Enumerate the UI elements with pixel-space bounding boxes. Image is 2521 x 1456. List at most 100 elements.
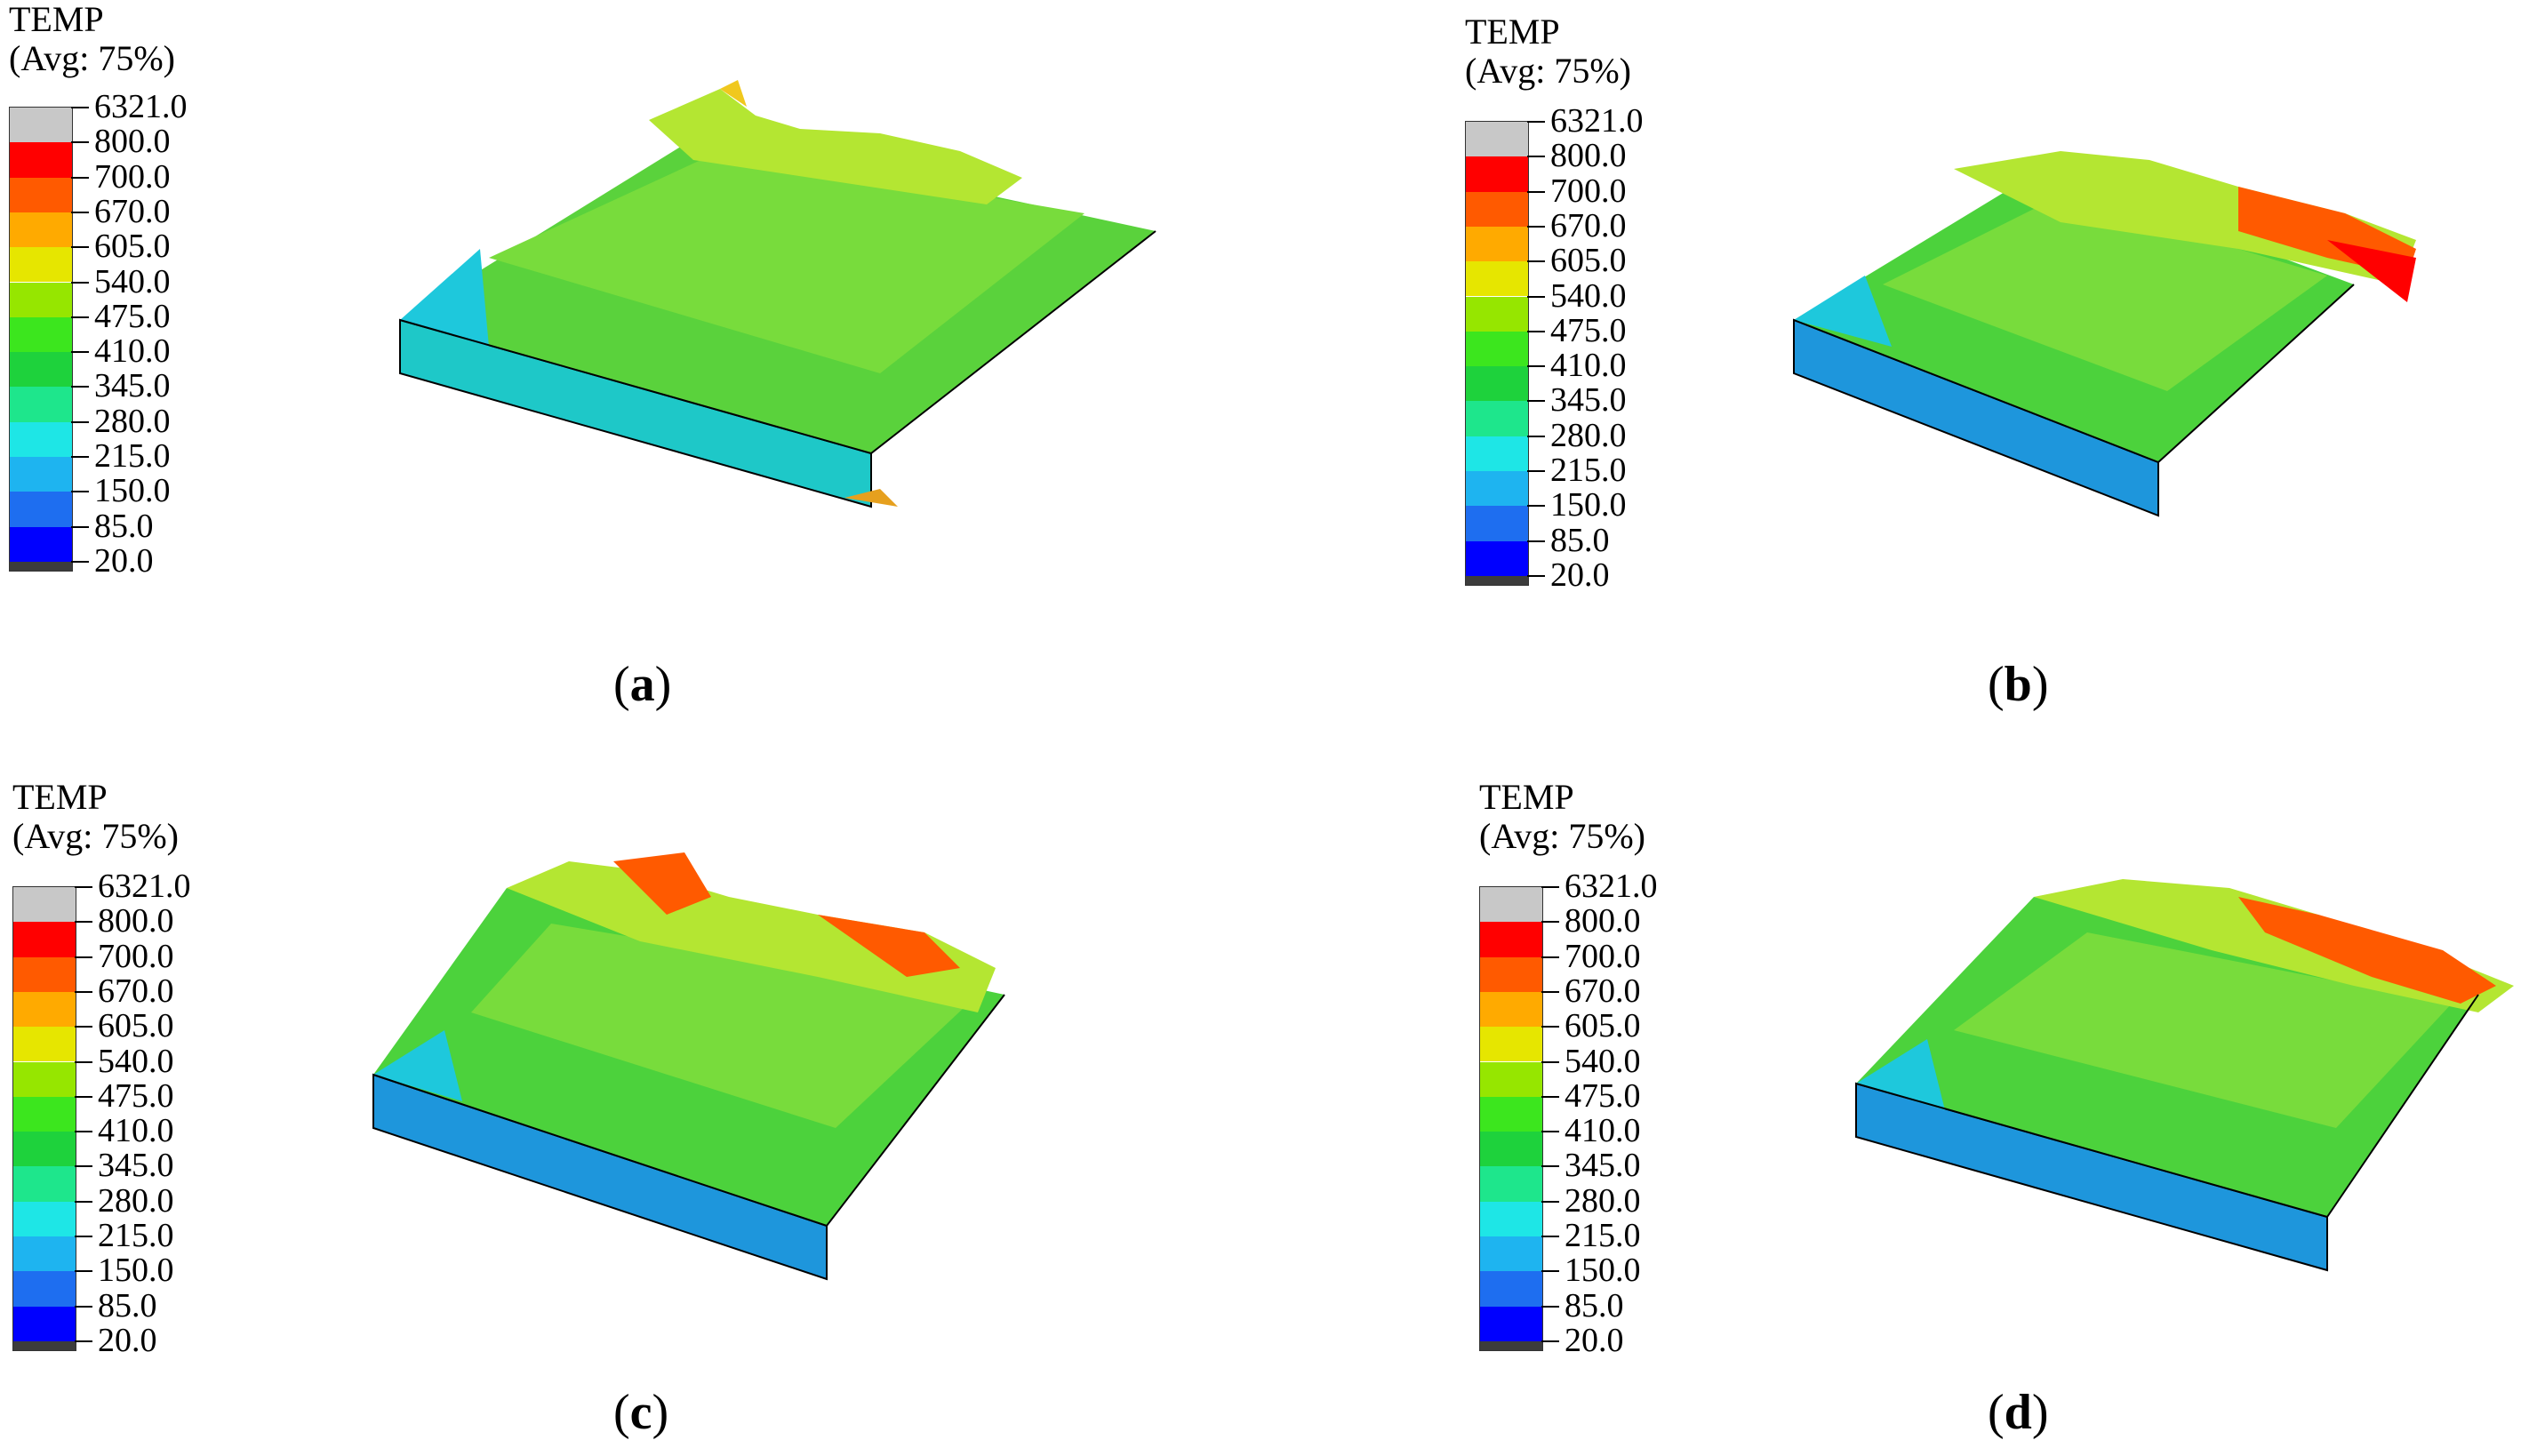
legend-tick xyxy=(1527,295,1545,298)
legend-tick xyxy=(1541,1026,1559,1028)
caption-b: (b) xyxy=(1988,657,2049,712)
legend-level-label: 6321.0 xyxy=(98,868,191,905)
legend-level-label: 700.0 xyxy=(98,937,174,975)
legend-tick xyxy=(1527,574,1545,577)
legend-tick xyxy=(1541,1305,1559,1308)
legend-tick xyxy=(1541,1165,1559,1168)
temperature-contour-model xyxy=(399,80,1156,508)
legend-level-label: 605.0 xyxy=(1550,242,1627,280)
legend-level-label: 670.0 xyxy=(94,192,171,230)
legend-tick xyxy=(71,316,89,318)
temp-legend: TEMP (Avg: 75%) 6321.0 800.0 700.0 670.0 605… xyxy=(12,778,191,1357)
legend-level-label: 215.0 xyxy=(1565,1217,1641,1254)
legend-level-label: 20.0 xyxy=(1550,556,1610,594)
legend-swatch xyxy=(1480,1027,1542,1062)
legend-color-bar xyxy=(1465,121,1529,586)
legend-level-label: 410.0 xyxy=(1565,1112,1641,1150)
legend-title: TEMP xyxy=(1465,12,1560,52)
legend-swatch xyxy=(1480,1201,1542,1236)
legend-tick xyxy=(1527,330,1545,332)
caption-a: (a) xyxy=(613,657,672,712)
legend-swatch xyxy=(1466,122,1528,157)
legend-tick xyxy=(75,921,92,924)
legend-tick xyxy=(71,386,89,388)
legend-swatch xyxy=(10,492,72,527)
legend-tick xyxy=(1527,260,1545,263)
legend-swatch xyxy=(13,1027,76,1062)
legend-level-label: 85.0 xyxy=(98,1286,157,1324)
legend-level-label: 6321.0 xyxy=(94,88,188,125)
caption-d: (d) xyxy=(1988,1385,2049,1440)
legend-swatch xyxy=(10,457,72,492)
legend-swatch xyxy=(13,1306,76,1341)
legend-tick xyxy=(75,1131,92,1133)
legend-swatch xyxy=(10,177,72,212)
legend-swatch xyxy=(1466,401,1528,436)
legend-swatch xyxy=(13,1340,76,1350)
panel-b: TEMP (Avg: 75%) 6321.0 800.0 700.0 670.0 605… xyxy=(1260,0,2521,728)
legend-level-label: 670.0 xyxy=(98,972,174,1010)
legend-level-label: 20.0 xyxy=(1565,1321,1624,1359)
legend-subtitle: (Avg: 75%) xyxy=(9,38,175,78)
legend-level-label: 540.0 xyxy=(1565,1042,1641,1080)
legend-tick xyxy=(1541,1236,1559,1237)
temperature-contour-model xyxy=(1793,151,2416,517)
legend-level-label: 280.0 xyxy=(98,1181,174,1220)
legend-level-label: 800.0 xyxy=(94,123,171,161)
legend-tick xyxy=(75,1340,92,1342)
legend-tick xyxy=(1527,156,1545,158)
legend-level-label: 280.0 xyxy=(1565,1181,1641,1220)
legend-tick xyxy=(71,176,89,179)
legend-level-label: 215.0 xyxy=(94,437,171,475)
panel-a: TEMP (Avg: 75%) 6321.0 800.0 700.0 670.0 605… xyxy=(0,0,1260,728)
legend-swatch xyxy=(13,1236,76,1272)
legend-tick xyxy=(71,456,89,458)
legend-swatch xyxy=(10,352,72,388)
legend-tick xyxy=(1527,190,1545,193)
legend-level-label: 700.0 xyxy=(1565,937,1641,975)
legend-level-label: 605.0 xyxy=(94,228,171,266)
legend-tick xyxy=(1541,990,1559,993)
legend-swatch xyxy=(1466,261,1528,297)
legend-level-label: 215.0 xyxy=(98,1217,174,1254)
legend-tick xyxy=(1527,400,1545,403)
temp-legend: TEMP (Avg: 75%) 6321.0 800.0 700.0 670.0 605… xyxy=(1479,777,1658,1357)
legend-swatch xyxy=(1480,922,1542,957)
legend-color-bar xyxy=(12,886,76,1351)
legend-tick xyxy=(75,1200,92,1203)
legend-tick xyxy=(1527,435,1545,437)
legend-swatch xyxy=(13,922,76,957)
legend-swatch xyxy=(10,108,72,143)
legend-tick xyxy=(1541,1200,1559,1203)
legend-subtitle: (Avg: 75%) xyxy=(1465,51,1631,91)
legend-level-label: 280.0 xyxy=(94,402,171,440)
legend-level-label: 280.0 xyxy=(1550,416,1627,454)
caption-c: (c) xyxy=(613,1385,669,1440)
legend-swatch xyxy=(13,956,76,992)
legend-swatch xyxy=(10,526,72,562)
legend-swatch xyxy=(13,1132,76,1167)
legend-tick xyxy=(75,1305,92,1308)
legend-tick xyxy=(75,990,92,993)
legend-tick xyxy=(71,246,89,249)
legend-title: TEMP xyxy=(1479,777,1574,817)
legend-tick xyxy=(1541,1131,1559,1133)
legend-swatch xyxy=(1480,1306,1542,1341)
legend-swatch xyxy=(10,142,72,178)
legend-level-label: 85.0 xyxy=(1565,1286,1624,1324)
legend-tick xyxy=(1527,540,1545,542)
legend-tick xyxy=(75,1026,92,1028)
legend-tick xyxy=(1541,1060,1559,1063)
legend-level-label: 670.0 xyxy=(1565,972,1641,1010)
legend-level-label: 345.0 xyxy=(94,367,171,405)
legend-level-label: 150.0 xyxy=(98,1252,174,1290)
legend-level-label: 540.0 xyxy=(98,1042,174,1080)
legend-swatch xyxy=(1466,156,1528,192)
legend-tick xyxy=(1541,1095,1559,1098)
legend-swatch xyxy=(1466,540,1528,576)
legend-level-label: 670.0 xyxy=(1550,206,1627,244)
legend-tick xyxy=(75,1236,92,1237)
legend-swatch xyxy=(1480,1236,1542,1272)
legend-swatch xyxy=(10,212,72,248)
legend-level-label: 475.0 xyxy=(1550,311,1627,349)
